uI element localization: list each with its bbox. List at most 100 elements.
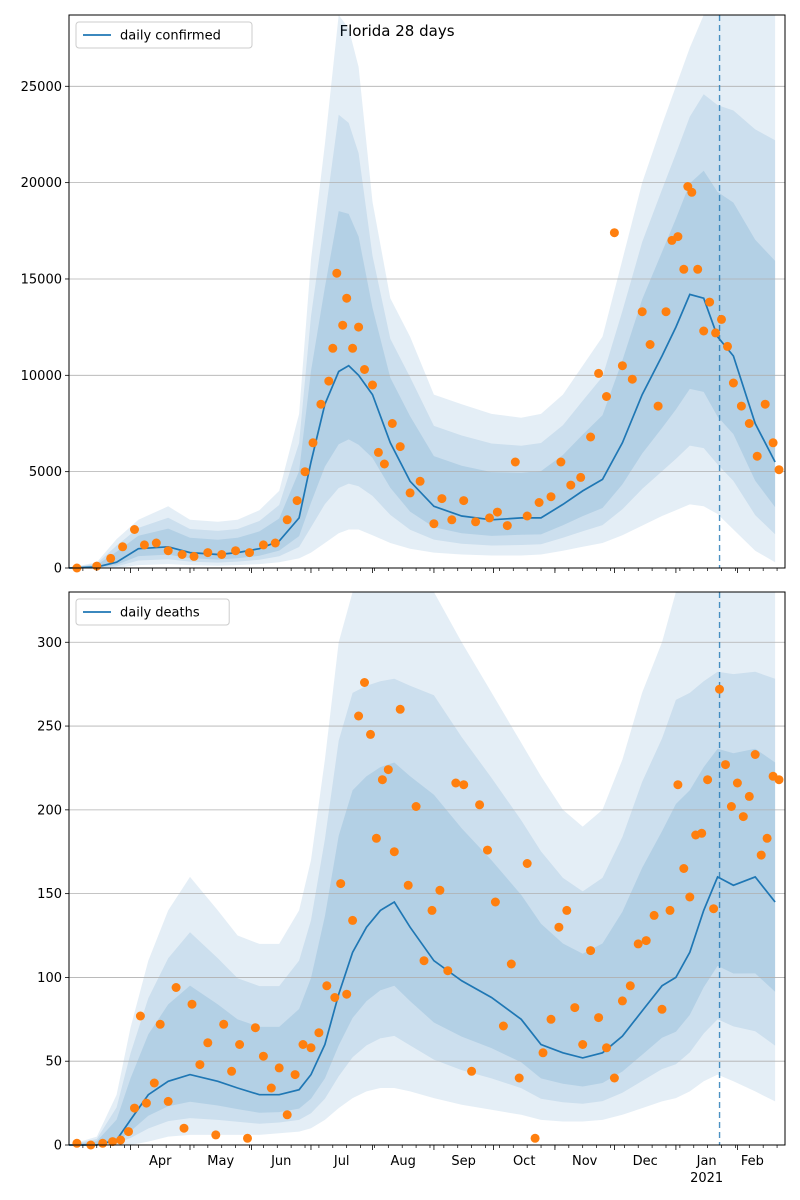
x-tick-label: May — [207, 1154, 234, 1169]
data-point — [116, 1135, 126, 1145]
data-point — [625, 981, 635, 991]
data-point — [594, 368, 604, 378]
data-point — [250, 1023, 260, 1033]
legend-label: daily deaths — [120, 606, 200, 621]
y-tick-label: 15000 — [21, 272, 62, 287]
data-point — [522, 859, 532, 868]
data-point — [227, 1066, 237, 1076]
data-point — [566, 480, 576, 490]
data-point — [774, 775, 784, 785]
data-point — [231, 546, 241, 556]
data-point — [419, 956, 429, 966]
data-point — [641, 936, 651, 946]
data-point — [744, 791, 754, 801]
data-point — [760, 399, 770, 409]
data-point — [219, 1019, 229, 1029]
data-point — [163, 546, 173, 556]
data-point — [179, 1123, 189, 1133]
data-point — [538, 1048, 548, 1058]
data-point — [693, 264, 703, 274]
data-point — [556, 457, 566, 467]
y-tick-label: 150 — [37, 887, 62, 902]
data-point — [471, 517, 481, 527]
data-point — [627, 374, 637, 384]
data-point — [443, 966, 453, 976]
data-point — [151, 538, 161, 548]
data-point — [189, 551, 199, 561]
data-point — [435, 885, 445, 895]
legend-box — [75, 598, 230, 626]
data-point — [657, 1004, 667, 1014]
data-point — [534, 498, 544, 507]
data-point — [342, 989, 352, 999]
uncertainty-band-1 — [69, 94, 776, 569]
data-point — [316, 399, 326, 409]
data-point — [274, 1063, 284, 1073]
data-point — [308, 438, 318, 448]
data-point — [72, 1138, 82, 1148]
data-point — [395, 442, 405, 452]
data-point — [653, 401, 663, 411]
data-point — [530, 1133, 540, 1143]
y-tick-label: 0 — [54, 562, 62, 577]
data-point — [389, 847, 399, 857]
data-point — [270, 538, 280, 548]
data-point — [744, 419, 754, 428]
data-point — [437, 494, 447, 504]
data-point — [149, 1078, 159, 1088]
y-tick-label: 250 — [37, 720, 62, 735]
data-point — [292, 496, 302, 506]
deaths-panel: 0 50 100 150 200 250 300 Apr May Jun Jul Aug Sep Oct N… — [37, 591, 786, 1186]
data-point — [171, 983, 181, 992]
data-point — [405, 488, 415, 498]
data-point — [338, 320, 348, 330]
data-point — [602, 1043, 611, 1053]
data-point — [485, 513, 494, 523]
data-point — [752, 451, 762, 461]
data-point — [118, 542, 128, 552]
data-point — [368, 380, 377, 390]
data-point — [492, 507, 502, 517]
data-point — [586, 432, 596, 442]
data-point — [506, 959, 516, 969]
data-point — [258, 1051, 268, 1061]
data-point — [578, 1040, 588, 1049]
data-point — [379, 459, 389, 469]
data-point — [163, 1096, 173, 1106]
data-point — [354, 322, 364, 332]
data-point — [245, 548, 254, 558]
data-point — [522, 511, 532, 521]
data-point — [243, 1133, 252, 1143]
data-point — [366, 729, 375, 739]
confirmed-panel: 0 5000 10000 15000 20000 25000 daily confirmed — [21, 14, 786, 577]
data-point — [373, 447, 383, 457]
y-tick-label: 10000 — [21, 369, 62, 384]
data-point — [750, 750, 760, 759]
uncertainty-band-2 — [69, 748, 776, 1145]
data-point — [715, 684, 724, 694]
data-point — [637, 307, 647, 317]
data-point — [139, 540, 149, 550]
data-point — [609, 228, 619, 238]
data-point — [709, 904, 719, 914]
data-point — [705, 297, 715, 307]
data-point — [290, 1070, 300, 1080]
uncertainty-band-1 — [69, 671, 776, 1145]
data-point — [371, 833, 381, 843]
data-point — [756, 850, 766, 860]
y-tick-label: 100 — [37, 971, 62, 986]
data-point — [661, 307, 671, 317]
data-point — [130, 525, 139, 534]
y-tick-label: 5000 — [29, 465, 62, 480]
data-point — [447, 515, 457, 525]
data-point — [554, 922, 564, 932]
data-point — [721, 760, 730, 770]
data-point — [562, 905, 572, 915]
data-point — [617, 996, 627, 1006]
data-point — [738, 812, 748, 822]
data-point — [415, 476, 425, 486]
data-point — [135, 1011, 145, 1021]
data-point — [332, 268, 342, 278]
x-tick-label: Feb — [741, 1154, 764, 1169]
data-point — [498, 1021, 508, 1031]
